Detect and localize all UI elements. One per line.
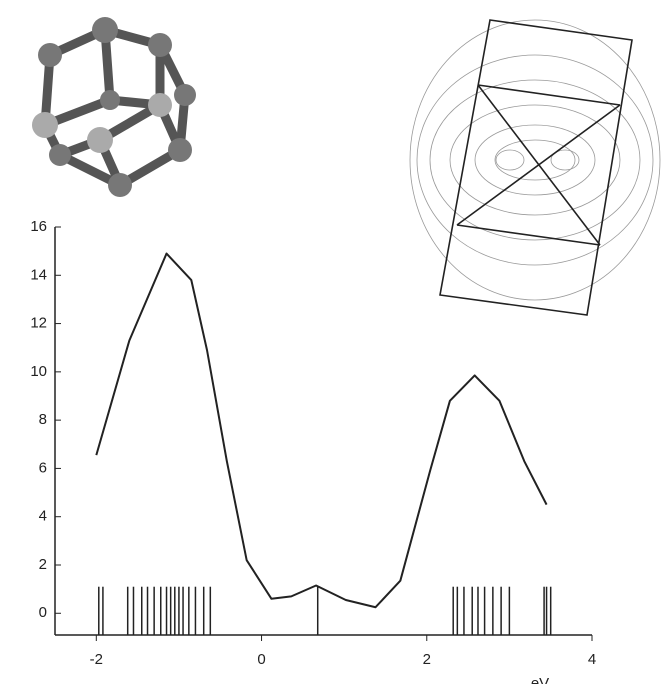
y-tick-label: 16 — [30, 218, 47, 235]
x-tick-label: 0 — [257, 651, 265, 668]
y-tick-label: 4 — [39, 508, 47, 525]
y-tick-label: 8 — [39, 411, 47, 428]
y-tick-label: 10 — [30, 363, 47, 380]
y-tick-label: 12 — [30, 315, 47, 332]
x-tick-label: 2 — [423, 651, 431, 668]
contour-inset — [410, 20, 660, 315]
x-axis-label: eV — [531, 675, 549, 684]
x-tick-label: -2 — [90, 651, 103, 668]
chart: eV 0 2 4 6 8 10 12 14 16 -2 0 2 4 — [0, 0, 661, 684]
y-tick-label: 2 — [39, 556, 47, 573]
y-tick-label: 0 — [39, 604, 47, 621]
y-tick-label: 6 — [39, 459, 47, 476]
x-tick-label: 4 — [588, 651, 596, 668]
line — [96, 254, 546, 608]
cluster-inset — [32, 17, 196, 197]
y-tick-label: 14 — [30, 266, 47, 283]
